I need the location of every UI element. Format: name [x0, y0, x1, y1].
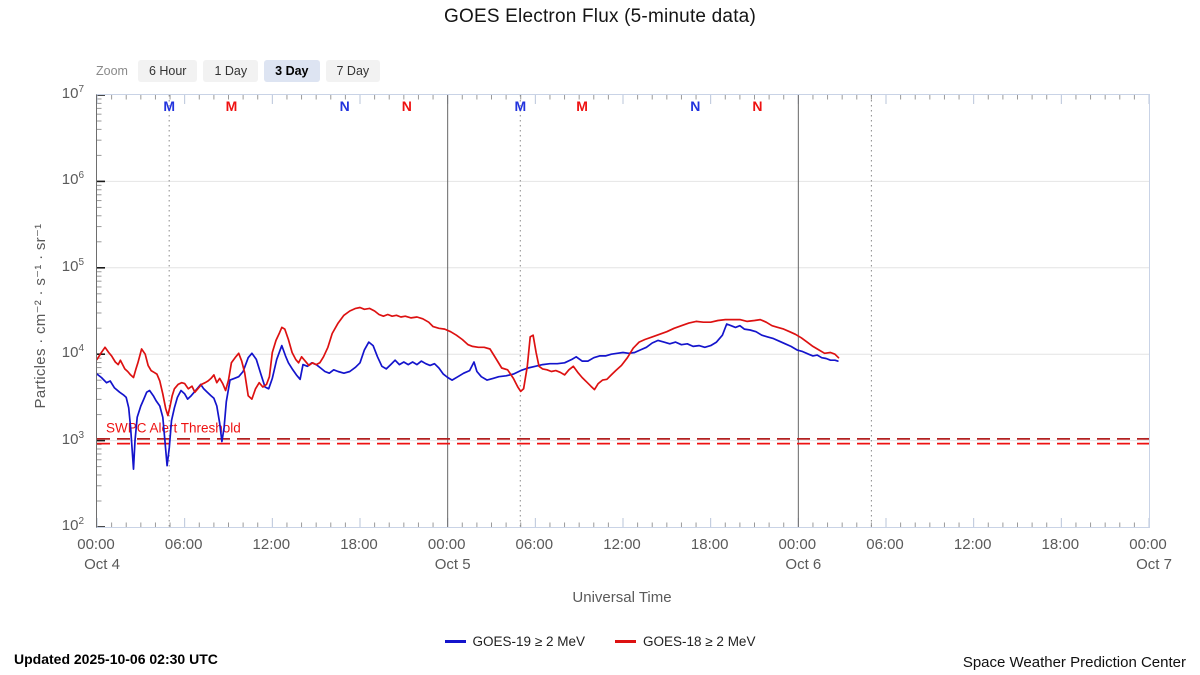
- zoom-toolbar: Zoom 6 Hour 1 Day 3 Day 7 Day: [96, 59, 386, 83]
- x-tick-label: 00:00: [1129, 536, 1167, 553]
- y-tick-label-10e2: 102: [61, 516, 84, 535]
- y-tick-label-10e5: 105: [61, 256, 84, 275]
- updated-timestamp: Updated 2025-10-06 02:30 UTC: [14, 651, 218, 667]
- zoom-label: Zoom: [96, 64, 128, 78]
- goes18-line-swatch: [615, 640, 636, 643]
- x-tick-label: 06:00: [515, 536, 554, 553]
- x-tick-label: 12:00: [252, 536, 291, 553]
- series-line-goes19: [97, 323, 839, 470]
- swpc-alert-threshold-label: SWPC Alert Threshold: [106, 420, 241, 435]
- local-noon-marker: N: [402, 98, 412, 114]
- local-midnight-marker: M: [576, 98, 588, 114]
- y-axis-title: Particles · cm⁻² · s⁻¹ · sr⁻¹: [32, 223, 49, 409]
- x-date-label: Oct 7: [1136, 556, 1172, 573]
- x-date-label: Oct 6: [785, 556, 822, 573]
- x-tick-label: 00:00: [427, 536, 466, 553]
- chart-legend: GOES-19 ≥ 2 MeV GOES-18 ≥ 2 MeV: [0, 634, 1200, 649]
- zoom-button-3day[interactable]: 3 Day: [264, 60, 320, 82]
- page-title: GOES Electron Flux (5-minute data): [444, 6, 756, 27]
- plot-area[interactable]: SWPC Alert Threshold M M N N M M N N: [96, 94, 1150, 528]
- source-attribution: Space Weather Prediction Center: [962, 654, 1186, 671]
- local-noon-marker: N: [752, 98, 762, 114]
- x-date-label: Oct 4: [84, 556, 120, 573]
- y-tick-label-10e3: 103: [61, 429, 84, 448]
- zoom-button-6hour[interactable]: 6 Hour: [137, 60, 198, 82]
- x-tick-label: 12:00: [953, 536, 992, 553]
- legend-item-goes18: GOES-18 ≥ 2 MeV: [615, 634, 755, 649]
- x-axis-title: Universal Time: [572, 589, 672, 606]
- y-axis-title-wrap: Particles · cm⁻² · s⁻¹ · sr⁻¹: [30, 130, 50, 490]
- local-midnight-marker: M: [163, 98, 175, 114]
- y-tick-label-10e7: 107: [61, 84, 84, 103]
- x-tick-label: 18:00: [1041, 536, 1080, 553]
- x-date-label: Oct 5: [434, 556, 471, 573]
- x-tick-label: 00:00: [778, 536, 817, 553]
- legend-label-goes19: GOES-19 ≥ 2 MeV: [472, 634, 585, 649]
- x-tick-label: 18:00: [340, 536, 378, 553]
- x-tick-label: 06:00: [164, 536, 203, 553]
- local-noon-marker: N: [690, 98, 700, 114]
- legend-item-goes19: GOES-19 ≥ 2 MeV: [444, 634, 585, 649]
- x-tick-label: 00:00: [77, 536, 115, 553]
- x-tick-label: 06:00: [866, 536, 904, 553]
- y-tick-label-10e4: 104: [61, 343, 84, 362]
- x-tick-label: 12:00: [603, 536, 641, 553]
- y-tick-label-10e6: 106: [61, 170, 84, 189]
- zoom-button-7day[interactable]: 7 Day: [325, 60, 381, 82]
- local-midnight-marker: M: [226, 98, 238, 114]
- local-midnight-marker: M: [514, 98, 526, 114]
- zoom-button-1day[interactable]: 1 Day: [203, 60, 259, 82]
- x-tick-label: 18:00: [690, 536, 729, 553]
- local-noon-marker: N: [340, 98, 350, 114]
- goes19-line-swatch: [444, 640, 466, 643]
- series-line-goes18: [97, 306, 840, 417]
- legend-label-goes18: GOES-18 ≥ 2 MeV: [643, 634, 756, 649]
- flux-chart[interactable]: SWPC Alert Threshold M M N N M M N N: [97, 95, 1149, 527]
